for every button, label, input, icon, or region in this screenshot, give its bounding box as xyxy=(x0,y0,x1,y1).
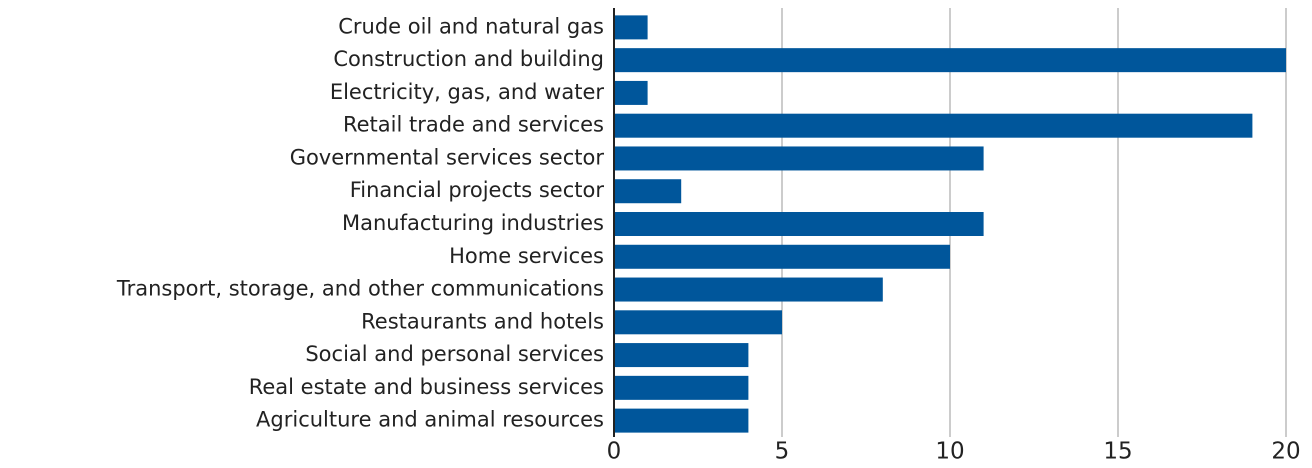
x-tick-label: 5 xyxy=(775,439,790,465)
y-tick-label: Manufacturing industries xyxy=(342,211,604,235)
y-tick-label: Financial projects sector xyxy=(350,178,605,202)
bar xyxy=(614,277,883,302)
y-tick-label: Governmental services sector xyxy=(290,145,605,169)
y-tick-label: Crude oil and natural gas xyxy=(338,14,604,38)
bar xyxy=(614,48,1286,73)
y-tick-label: Construction and building xyxy=(333,47,604,71)
bar xyxy=(614,113,1253,138)
bar xyxy=(614,179,682,204)
x-tick-label: 15 xyxy=(1103,439,1132,465)
bar xyxy=(614,343,749,368)
y-tick-label: Social and personal services xyxy=(305,342,604,366)
bar xyxy=(614,244,950,269)
y-tick-label: Electricity, gas, and water xyxy=(330,80,605,104)
bar xyxy=(614,15,648,40)
bar xyxy=(614,310,782,335)
y-tick-label: Retail trade and services xyxy=(343,113,604,137)
bar xyxy=(614,146,984,171)
y-tick-label: Transport, storage, and other communicat… xyxy=(116,277,604,301)
x-tick-label: 20 xyxy=(1271,439,1300,465)
bar xyxy=(614,212,984,236)
y-tick-label: Agriculture and animal resources xyxy=(256,408,604,432)
y-tick-label: Home services xyxy=(449,244,604,268)
y-tick-label: Restaurants and hotels xyxy=(361,309,604,333)
x-tick-label: 0 xyxy=(607,439,622,465)
bar xyxy=(614,80,648,105)
x-tick-label: 10 xyxy=(935,439,964,465)
bar xyxy=(614,375,749,400)
bar xyxy=(614,408,749,433)
y-tick-label: Real estate and business services xyxy=(249,375,604,399)
